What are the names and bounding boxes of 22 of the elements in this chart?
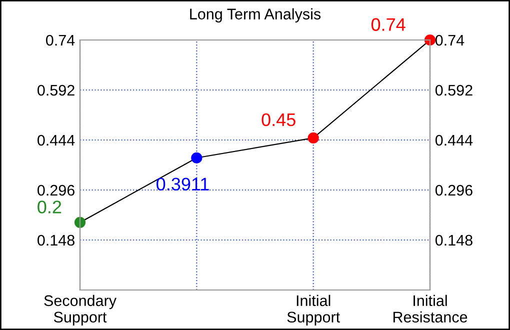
y-tick-label: 0.296 xyxy=(38,184,74,196)
y2-tick-label: 0.444 xyxy=(435,134,473,146)
y-tick-label: 0.444 xyxy=(38,134,75,146)
y-tick-label: 0.148 xyxy=(38,234,74,246)
point xyxy=(424,34,436,46)
point xyxy=(308,132,319,144)
x-tick-label: Secondary Support xyxy=(44,294,116,326)
y-tick-label: 0.74 xyxy=(46,34,75,46)
chart-title: Long Term Analysis xyxy=(190,8,321,22)
y2-tick-label: 0.296 xyxy=(435,184,472,196)
data-label: 0.74 xyxy=(371,18,406,31)
y2-tick-label: 0.74 xyxy=(435,34,464,46)
y-tick-label: 0.592 xyxy=(38,84,74,96)
y2-tick-label: 0.592 xyxy=(435,84,472,96)
data-label: 0.2 xyxy=(38,200,62,214)
data-label: 0.3911 xyxy=(156,178,209,190)
y2-tick-label: 0.148 xyxy=(435,234,472,246)
data-label: 0.45 xyxy=(262,113,296,126)
point xyxy=(191,152,202,164)
x-tick-label: Initial Resistance xyxy=(393,294,468,323)
x-tick-label: Initial Support xyxy=(287,294,340,326)
point xyxy=(74,216,86,228)
